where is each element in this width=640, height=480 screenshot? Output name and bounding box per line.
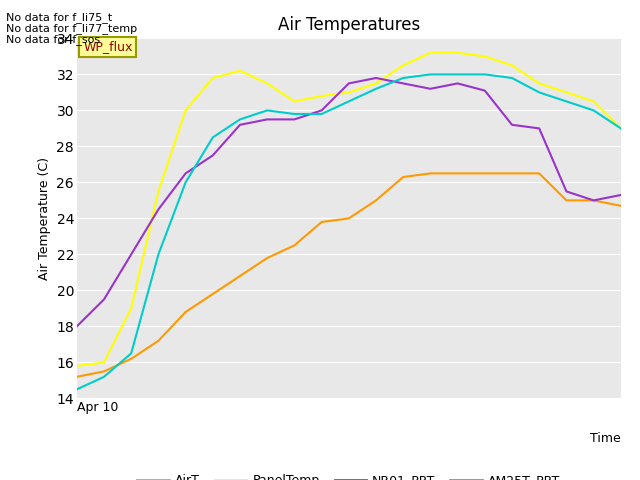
Y-axis label: Air Temperature (C): Air Temperature (C)	[38, 157, 51, 280]
Legend: AirT, PanelTemp, NR01_PRT, AM25T_PRT: AirT, PanelTemp, NR01_PRT, AM25T_PRT	[132, 469, 565, 480]
Title: Air Temperatures: Air Temperatures	[278, 16, 420, 34]
Text: No data for f_sos: No data for f_sos	[6, 34, 100, 45]
Text: WP_flux: WP_flux	[83, 40, 132, 53]
Text: No data for f_li77_temp: No data for f_li77_temp	[6, 23, 138, 34]
Text: No data for f_li75_t: No data for f_li75_t	[6, 12, 113, 23]
Text: Time: Time	[590, 432, 621, 445]
